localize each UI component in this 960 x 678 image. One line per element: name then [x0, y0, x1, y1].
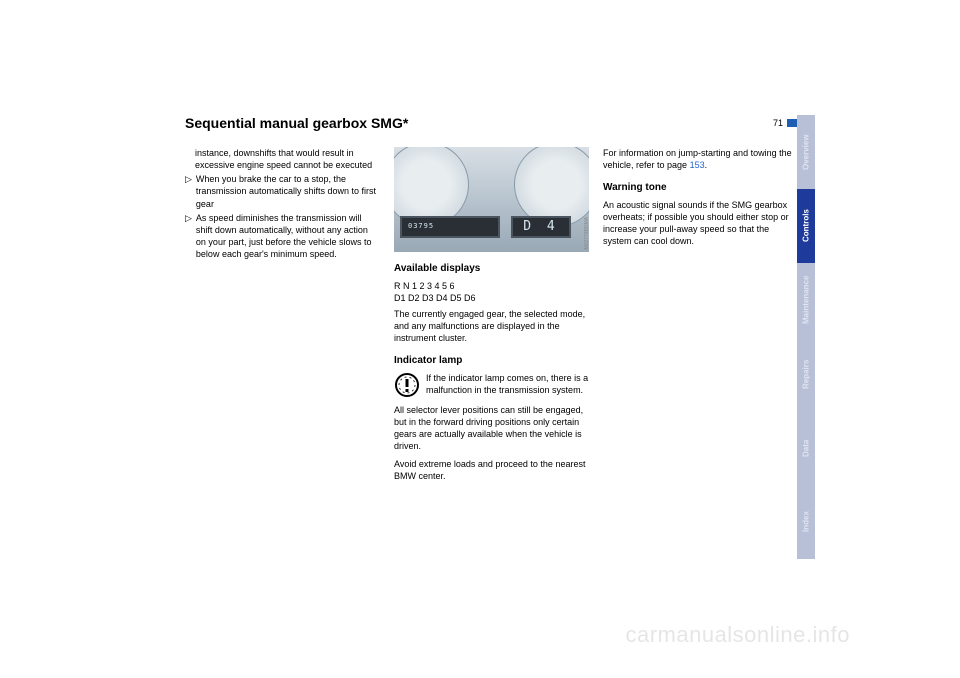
- column-1: instance, downshifts that would result i…: [185, 147, 380, 483]
- tab-index[interactable]: Index: [797, 485, 815, 559]
- column-3: For information on jump-starting and tow…: [603, 147, 798, 483]
- gauge-dial-right: [514, 147, 589, 227]
- warning-indicator-icon: [394, 372, 420, 398]
- tab-maintenance[interactable]: Maintenance: [797, 263, 815, 337]
- instrument-cluster-image: 03795 D 4 M02778BDMA: [394, 147, 589, 252]
- available-displays-heading: Available displays: [394, 262, 589, 276]
- page-number: 71: [773, 118, 783, 128]
- bullet-marker: ▷: [185, 173, 192, 209]
- bullet-item: ▷ As speed diminishes the transmission w…: [185, 212, 380, 261]
- available-displays-body: The currently engaged gear, the selected…: [394, 308, 589, 344]
- available-displays-line1: R N 1 2 3 4 5 6: [394, 280, 589, 292]
- bullet-text: As speed diminishes the transmission wil…: [196, 212, 380, 261]
- watermark: carmanualsonline.info: [625, 622, 850, 648]
- tab-controls[interactable]: Controls: [797, 189, 815, 263]
- tab-data[interactable]: Data: [797, 411, 815, 485]
- indicator-lamp-p2: All selector lever positions can still b…: [394, 404, 589, 453]
- tab-overview[interactable]: Overview: [797, 115, 815, 189]
- indicator-lamp-text: If the indicator lamp comes on, there is…: [426, 372, 589, 398]
- section-tabs: Overview Controls Maintenance Repairs Da…: [797, 115, 815, 559]
- page-title: Sequential manual gearbox SMG*: [185, 115, 773, 131]
- available-displays-line2: D1 D2 D3 D4 D5 D6: [394, 292, 589, 304]
- bullet-marker: ▷: [185, 212, 192, 261]
- indicator-lamp-heading: Indicator lamp: [394, 354, 589, 368]
- tab-repairs[interactable]: Repairs: [797, 337, 815, 411]
- image-credit: M02778BDMA: [584, 217, 589, 250]
- gauge-dial-left: [394, 147, 469, 227]
- warning-tone-heading: Warning tone: [603, 181, 798, 195]
- odometer-display: 03795: [400, 216, 500, 238]
- bullet-item: ▷ When you brake the car to a stop, the …: [185, 173, 380, 209]
- page-link[interactable]: 153: [690, 160, 705, 170]
- manual-page: Sequential manual gearbox SMG* 71 instan…: [185, 115, 815, 590]
- indicator-lamp-p3: Avoid extreme loads and proceed to the n…: [394, 458, 589, 482]
- info-text-b: .: [705, 160, 708, 170]
- page-header: Sequential manual gearbox SMG* 71: [185, 115, 815, 131]
- continued-text: instance, downshifts that would result i…: [185, 147, 380, 171]
- bullet-text: When you brake the car to a stop, the tr…: [196, 173, 380, 209]
- column-2: 03795 D 4 M02778BDMA Available displays …: [394, 147, 589, 483]
- jump-start-info: For information on jump-starting and tow…: [603, 147, 798, 171]
- content-columns: instance, downshifts that would result i…: [185, 147, 815, 483]
- gear-display: D 4: [511, 216, 571, 238]
- indicator-lamp-row: If the indicator lamp comes on, there is…: [394, 372, 589, 398]
- warning-tone-body: An acoustic signal sounds if the SMG gea…: [603, 199, 798, 248]
